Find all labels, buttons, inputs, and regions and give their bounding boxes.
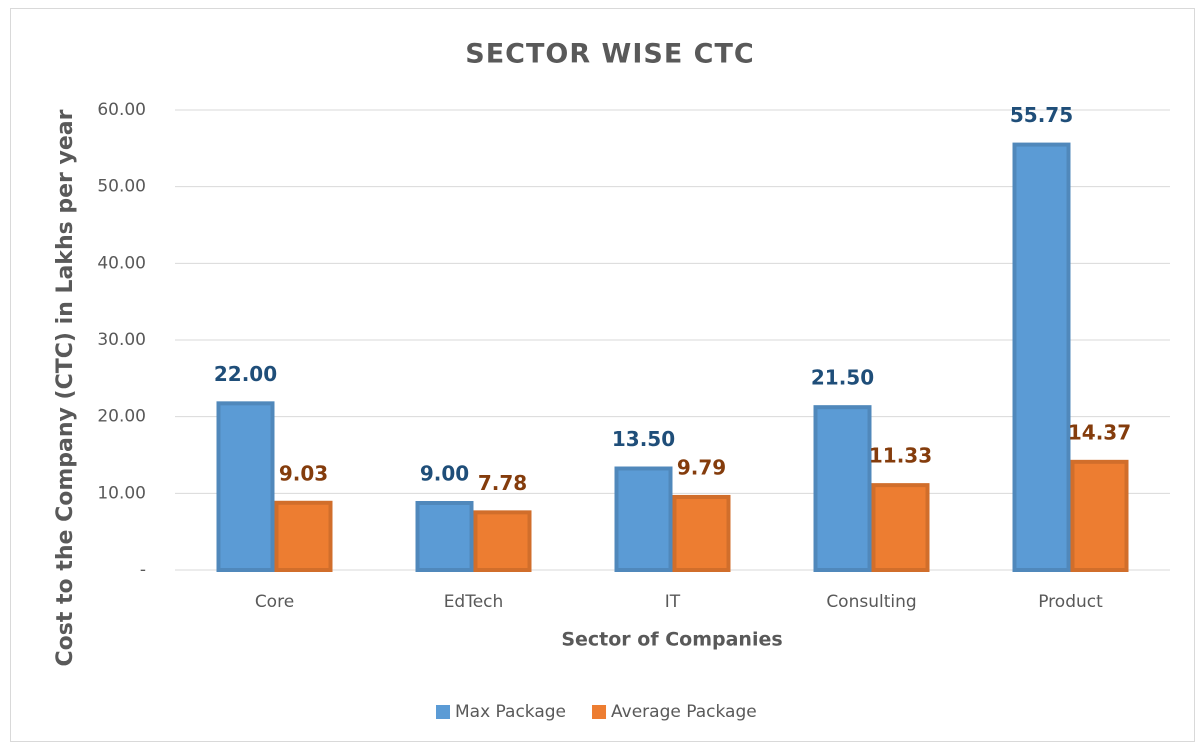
data-label: 22.00 [214,362,277,386]
y-axis-label: Cost to the Company (CTC) in Lakhs per y… [53,109,78,666]
bar [1012,142,1071,572]
data-label: 9.03 [279,461,328,485]
y-tick-label: 50.00 [97,177,146,197]
y-tick-label: 40.00 [97,253,146,273]
legend-swatch [436,705,450,719]
data-label: 7.78 [478,471,527,495]
legend-swatch [592,705,607,719]
x-axis-label: Sector of Companies [561,629,782,651]
data-label: 9.00 [420,462,469,486]
bar [614,466,673,572]
y-tick-label: 60.00 [97,100,146,120]
y-tick-label: 20.00 [97,407,146,427]
x-tick-label: Core [255,592,294,612]
x-tick-label: EdTech [444,592,504,612]
bar [274,500,333,572]
legend-label: Max Package [455,702,566,722]
y-tick-label: - [140,560,146,580]
bar [813,405,872,572]
data-label: 9.79 [677,455,726,479]
data-label: 14.37 [1068,420,1131,444]
bar [473,510,532,572]
data-label: 21.50 [811,366,874,390]
bar [871,483,930,572]
x-tick-label: Product [1038,592,1103,612]
bar [216,401,275,573]
data-label: 11.33 [869,444,932,468]
y-tick-label: 30.00 [97,330,146,350]
bar [415,501,474,572]
legend-label: Average Package [611,702,757,722]
data-label: 55.75 [1010,103,1073,127]
bar [672,494,731,572]
x-tick-label: Consulting [826,592,916,612]
chart-border [10,8,1195,742]
data-label: 13.50 [612,427,675,451]
bar [1070,459,1129,572]
y-tick-label: 10.00 [97,483,146,503]
chart-title: SECTOR WISE CTC [465,39,754,70]
x-tick-label: IT [665,592,681,612]
